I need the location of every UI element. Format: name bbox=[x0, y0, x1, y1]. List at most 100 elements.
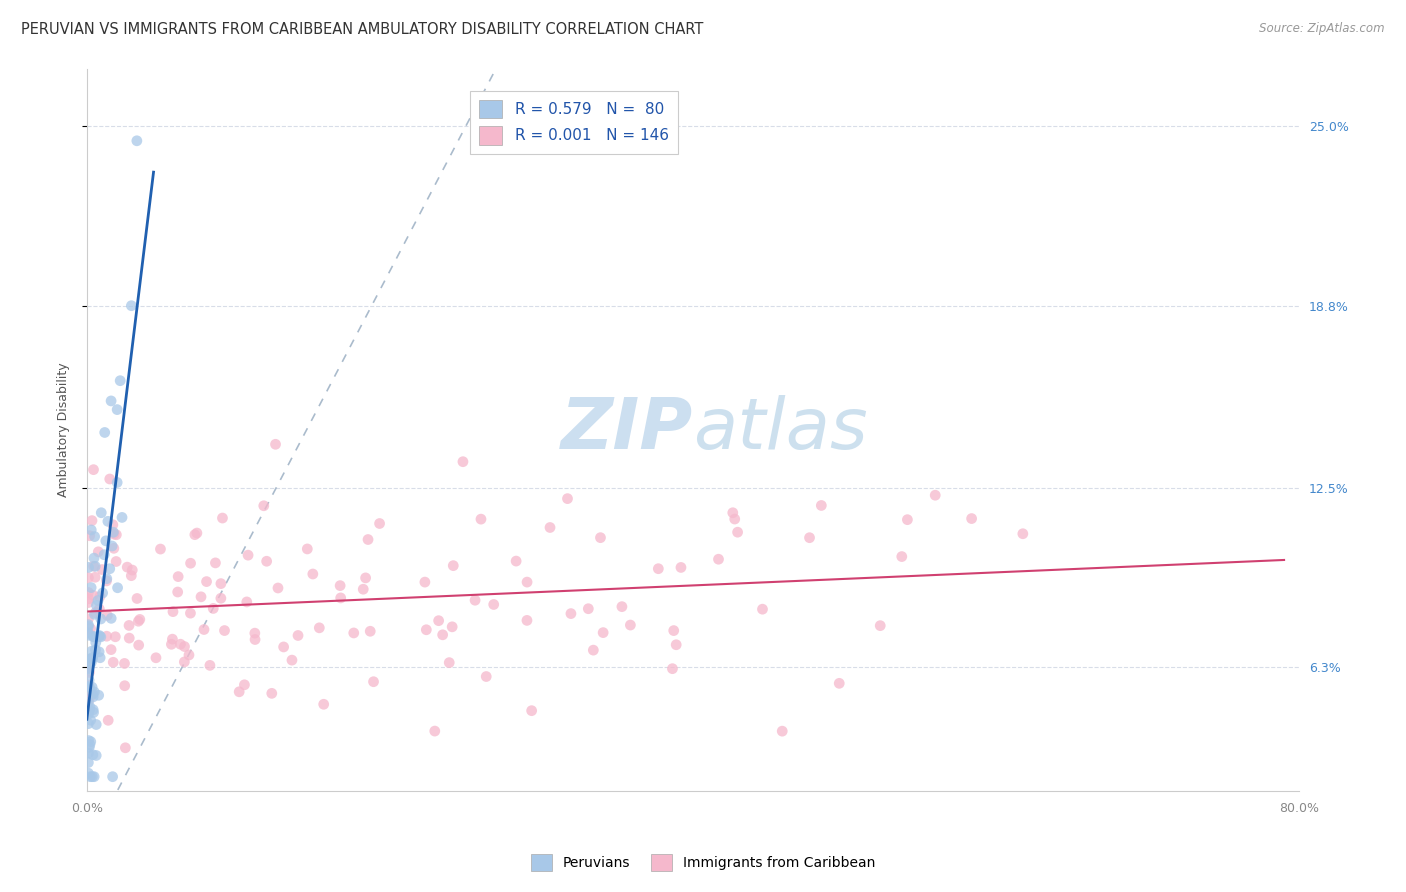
Point bbox=[100, 393, 122, 408]
Point bbox=[359, 624, 381, 639]
Point bbox=[589, 531, 612, 545]
Point bbox=[432, 628, 454, 642]
Point bbox=[77, 678, 100, 692]
Point bbox=[441, 558, 464, 573]
Point bbox=[352, 582, 374, 597]
Point bbox=[97, 714, 120, 728]
Point bbox=[960, 511, 983, 525]
Point bbox=[665, 638, 688, 652]
Point bbox=[127, 614, 149, 628]
Point bbox=[103, 541, 125, 556]
Point bbox=[118, 618, 141, 632]
Point bbox=[79, 529, 101, 543]
Point bbox=[104, 630, 127, 644]
Point bbox=[198, 658, 221, 673]
Point bbox=[125, 134, 148, 148]
Point bbox=[169, 637, 191, 651]
Point bbox=[83, 630, 105, 644]
Point bbox=[166, 585, 188, 599]
Point bbox=[79, 738, 101, 752]
Point bbox=[100, 611, 122, 625]
Point bbox=[120, 568, 142, 582]
Point bbox=[145, 650, 167, 665]
Point bbox=[924, 488, 946, 502]
Point bbox=[77, 694, 100, 708]
Point bbox=[475, 669, 498, 683]
Point bbox=[84, 635, 107, 649]
Point bbox=[77, 596, 100, 610]
Point bbox=[118, 631, 141, 645]
Point bbox=[114, 679, 136, 693]
Point bbox=[77, 695, 100, 709]
Point bbox=[799, 531, 821, 545]
Point bbox=[111, 510, 134, 524]
Point bbox=[896, 513, 918, 527]
Point bbox=[211, 511, 233, 525]
Point bbox=[236, 548, 259, 562]
Point bbox=[243, 632, 266, 647]
Point bbox=[83, 607, 105, 622]
Point bbox=[869, 618, 891, 632]
Point bbox=[105, 554, 128, 568]
Point bbox=[297, 541, 319, 556]
Point bbox=[193, 623, 215, 637]
Point bbox=[83, 463, 105, 477]
Point bbox=[619, 618, 641, 632]
Text: ZIP: ZIP bbox=[561, 395, 693, 465]
Point bbox=[82, 650, 104, 665]
Point bbox=[202, 601, 225, 615]
Point bbox=[96, 608, 118, 623]
Point bbox=[103, 525, 125, 540]
Point bbox=[173, 655, 195, 669]
Point bbox=[77, 591, 100, 606]
Point bbox=[724, 512, 747, 526]
Point bbox=[79, 681, 101, 695]
Point bbox=[560, 607, 582, 621]
Point bbox=[80, 734, 103, 748]
Point bbox=[582, 643, 605, 657]
Point bbox=[77, 703, 100, 717]
Point bbox=[98, 562, 121, 576]
Point bbox=[354, 571, 377, 585]
Point bbox=[77, 628, 100, 642]
Point bbox=[557, 491, 579, 506]
Point bbox=[79, 622, 101, 636]
Point bbox=[84, 570, 107, 584]
Point bbox=[94, 533, 117, 548]
Point bbox=[810, 499, 832, 513]
Point bbox=[83, 551, 105, 566]
Point bbox=[89, 650, 111, 665]
Point bbox=[89, 630, 111, 644]
Point bbox=[77, 560, 100, 574]
Point bbox=[312, 698, 335, 712]
Point bbox=[707, 552, 730, 566]
Point bbox=[209, 576, 232, 591]
Point bbox=[80, 680, 103, 694]
Point bbox=[368, 516, 391, 531]
Point bbox=[128, 638, 150, 652]
Point bbox=[439, 656, 461, 670]
Point bbox=[84, 606, 107, 620]
Point bbox=[828, 676, 851, 690]
Point bbox=[79, 703, 101, 717]
Point bbox=[105, 527, 128, 541]
Point bbox=[441, 620, 464, 634]
Point bbox=[77, 716, 100, 731]
Point bbox=[82, 770, 104, 784]
Point bbox=[83, 770, 105, 784]
Point bbox=[100, 642, 122, 657]
Point bbox=[647, 562, 669, 576]
Point bbox=[90, 630, 112, 644]
Point bbox=[89, 602, 111, 616]
Point bbox=[83, 559, 105, 574]
Point bbox=[516, 575, 538, 590]
Point bbox=[80, 514, 103, 528]
Text: PERUVIAN VS IMMIGRANTS FROM CARIBBEAN AMBULATORY DISABILITY CORRELATION CHART: PERUVIAN VS IMMIGRANTS FROM CARIBBEAN AM… bbox=[21, 22, 703, 37]
Point bbox=[228, 685, 250, 699]
Point bbox=[96, 574, 118, 588]
Point bbox=[87, 593, 110, 607]
Point bbox=[538, 520, 561, 534]
Point bbox=[592, 625, 614, 640]
Point bbox=[162, 632, 184, 647]
Point bbox=[661, 662, 683, 676]
